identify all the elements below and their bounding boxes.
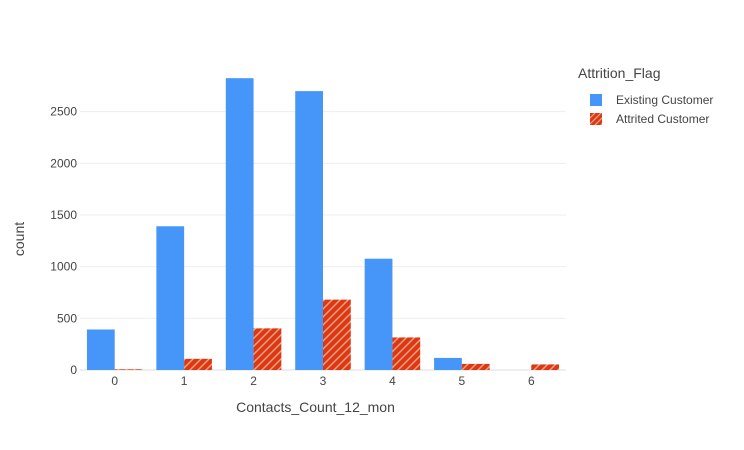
y-tick-label: 0	[70, 363, 77, 377]
y-tick-label: 500	[57, 311, 77, 325]
legend-item-label: Attrited Customer	[616, 112, 709, 126]
x-axis-title: Contacts_Count_12_mon	[236, 399, 395, 415]
x-tick-label: 2	[250, 374, 257, 388]
bar-attrited-customer-5[interactable]	[461, 363, 490, 370]
bar-existing-customer-2[interactable]	[225, 78, 254, 370]
x-tick-label: 3	[320, 374, 327, 388]
y-tick-label: 2000	[50, 156, 77, 170]
legend-item-label: Existing Customer	[616, 93, 713, 107]
bar-existing-customer-5[interactable]	[434, 357, 462, 370]
x-tick-label: 0	[111, 374, 118, 388]
legend-swatch	[590, 113, 602, 125]
bar-existing-customer-3[interactable]	[295, 91, 323, 370]
bar-existing-customer-1[interactable]	[156, 226, 185, 370]
y-tick-label: 1000	[50, 260, 77, 274]
x-tick-label: 4	[389, 374, 396, 388]
legend-swatch	[590, 94, 602, 106]
bar-existing-customer-0[interactable]	[86, 329, 115, 370]
bar-existing-customer-4[interactable]	[364, 258, 393, 370]
bar-attrited-customer-2[interactable]	[253, 328, 282, 370]
x-tick-labels: 0 1 2 3 4 5 6	[111, 374, 535, 388]
bar-attrited-customer-0[interactable]	[114, 369, 143, 370]
legend[interactable]: Attrition_Flag Existing Customer Attrited…	[578, 65, 713, 126]
y-tick-label: 2500	[50, 105, 77, 119]
x-tick-label: 5	[459, 374, 466, 388]
legend-title: Attrition_Flag	[578, 65, 660, 81]
y-axis-title: count	[11, 222, 27, 256]
bars	[86, 78, 560, 370]
y-tick-label: 1500	[50, 208, 77, 222]
bar-attrited-customer-3[interactable]	[323, 299, 351, 370]
y-tick-labels: 0 500 1000 1500 2000 2500	[50, 105, 77, 377]
bar-attrited-customer-4[interactable]	[392, 337, 421, 370]
bar-attrited-customer-6[interactable]	[531, 364, 560, 370]
x-tick-label: 6	[528, 374, 535, 388]
bar-attrited-customer-1[interactable]	[184, 358, 212, 370]
x-tick-label: 1	[181, 374, 188, 388]
